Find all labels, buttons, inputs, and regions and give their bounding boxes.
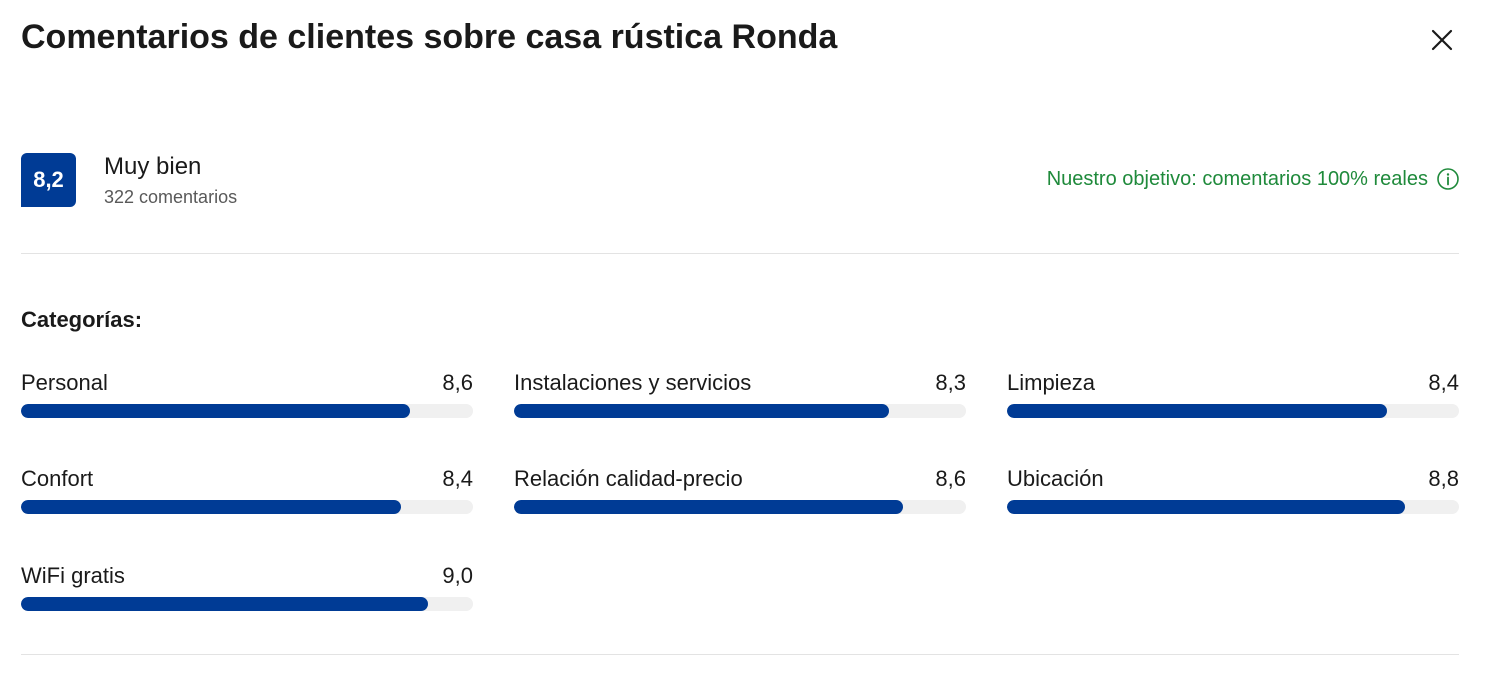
divider bbox=[21, 253, 1459, 254]
category-bar-track bbox=[21, 404, 473, 418]
goal-text: Nuestro objetivo: comentarios 100% reale… bbox=[1046, 167, 1428, 190]
category-score: 8,3 bbox=[935, 370, 966, 395]
category-bar-fill bbox=[21, 404, 410, 418]
category-score: 9,0 bbox=[442, 563, 473, 588]
category-bar-track bbox=[1007, 404, 1459, 418]
category-score: 8,8 bbox=[1428, 466, 1459, 491]
category-bar-track bbox=[21, 500, 473, 514]
category-personal: Personal 8,6 bbox=[21, 370, 473, 422]
close-button[interactable] bbox=[1424, 22, 1460, 58]
category-score: 8,4 bbox=[1428, 370, 1459, 395]
category-bar-track bbox=[514, 404, 966, 418]
divider bbox=[21, 654, 1459, 655]
dialog-title: Comentarios de clientes sobre casa rústi… bbox=[21, 18, 838, 56]
category-label: Confort bbox=[21, 466, 94, 491]
category-location: Ubicación 8,8 bbox=[1007, 466, 1459, 518]
category-label: Personal bbox=[21, 370, 108, 395]
category-facilities: Instalaciones y servicios 8,3 bbox=[514, 370, 966, 422]
category-bar-fill bbox=[21, 500, 401, 514]
category-bar-fill bbox=[514, 404, 890, 418]
category-bar-fill bbox=[1007, 500, 1405, 514]
categories-heading: Categorías: bbox=[21, 307, 143, 332]
category-bar-track bbox=[1007, 500, 1459, 514]
category-label: WiFi gratis bbox=[21, 563, 125, 588]
category-score: 8,6 bbox=[935, 466, 966, 491]
review-count: 322 comentarios bbox=[104, 187, 238, 207]
category-bar-fill bbox=[1007, 404, 1387, 418]
category-bar-fill bbox=[514, 500, 903, 514]
category-bar-track bbox=[514, 500, 966, 514]
category-score: 8,4 bbox=[442, 466, 473, 491]
category-bar-fill bbox=[21, 597, 428, 611]
category-bar-track bbox=[21, 597, 473, 611]
close-icon bbox=[1431, 29, 1453, 51]
category-label: Limpieza bbox=[1007, 370, 1096, 395]
category-label: Ubicación bbox=[1007, 466, 1104, 491]
category-comfort: Confort 8,4 bbox=[21, 466, 473, 518]
category-score: 8,6 bbox=[442, 370, 473, 395]
category-label: Instalaciones y servicios bbox=[514, 370, 752, 395]
category-free-wifi: WiFi gratis 9,0 bbox=[21, 563, 473, 615]
category-label: Relación calidad-precio bbox=[514, 466, 743, 491]
category-value-for-money: Relación calidad-precio 8,6 bbox=[514, 466, 966, 518]
reviews-goal-link[interactable]: Nuestro objetivo: comentarios 100% reale… bbox=[1047, 167, 1460, 191]
rating-word: Muy bien bbox=[104, 153, 202, 180]
score-badge: 8,2 bbox=[21, 153, 76, 207]
info-icon[interactable] bbox=[1436, 167, 1460, 191]
category-cleanliness: Limpieza 8,4 bbox=[1007, 370, 1459, 422]
